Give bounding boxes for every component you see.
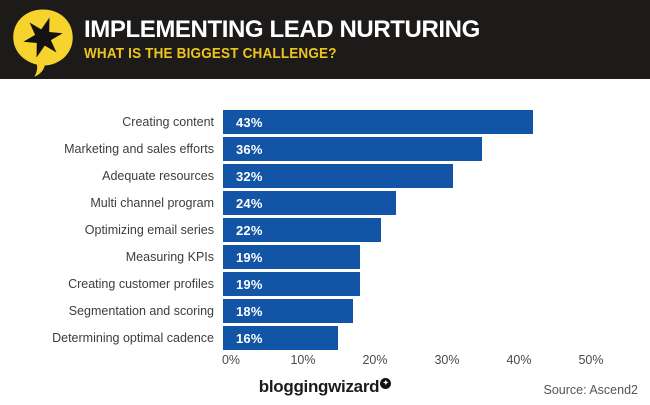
- chart-rows: Creating content 43% Marketing and sales e…: [0, 110, 650, 350]
- chart-row: Measuring KPIs 19%: [0, 245, 650, 269]
- category-label: Optimizing email series: [84, 223, 214, 237]
- bar: 19%: [223, 272, 360, 296]
- bar-track: 43%: [223, 110, 650, 134]
- chart-row: Determining optimal cadence 16%: [0, 326, 650, 350]
- value-label: 19%: [236, 276, 263, 292]
- bar: 36%: [223, 137, 483, 161]
- chart-row: Optimizing email series 22%: [0, 218, 650, 242]
- star-badge-icon: ✦: [380, 378, 392, 390]
- category-label: Segmentation and scoring: [68, 304, 214, 318]
- bar-track: 36%: [223, 137, 650, 161]
- bar: 16%: [223, 326, 339, 350]
- chart-row: Creating content 43%: [0, 110, 650, 134]
- category-label: Creating content: [122, 115, 214, 129]
- value-label: 16%: [236, 330, 263, 346]
- bar-track: 22%: [223, 218, 650, 242]
- footer: bloggingwizard ✦ Source: Ascend2: [0, 375, 650, 405]
- bar: 19%: [223, 245, 360, 269]
- x-axis: 0% 10% 20% 30% 40% 50%: [222, 353, 650, 369]
- chart-row: Segmentation and scoring 18%: [0, 299, 650, 323]
- header-titles: IMPLEMENTING LEAD NURTURING WHAT IS THE …: [84, 16, 480, 62]
- bar: 32%: [223, 164, 454, 188]
- chart-row: Creating customer profiles 19%: [0, 272, 650, 296]
- bar-track: 18%: [223, 299, 650, 323]
- bar: 24%: [223, 191, 396, 215]
- bar-track: 19%: [223, 272, 650, 296]
- value-label: 43%: [236, 114, 263, 130]
- axis-tick-label: 20%: [362, 353, 388, 367]
- star-speech-bubble-icon: [13, 9, 73, 77]
- value-label: 22%: [236, 222, 263, 238]
- value-label: 19%: [236, 249, 263, 265]
- category-label: Measuring KPIs: [125, 250, 214, 264]
- value-label: 24%: [236, 195, 263, 211]
- value-label: 18%: [236, 303, 263, 319]
- brand-text: bloggingwizard: [258, 377, 380, 396]
- value-label: 32%: [236, 168, 263, 184]
- axis-tick-label: 50%: [578, 353, 604, 367]
- value-label: 36%: [236, 141, 263, 157]
- page-subtitle: WHAT IS THE BIGGEST CHALLENGE?: [84, 44, 337, 62]
- source-credit: Source: Ascend2: [543, 383, 638, 397]
- bar-track: 24%: [223, 191, 650, 215]
- brand-logo: bloggingwizard ✦: [0, 377, 650, 397]
- bar: 22%: [223, 218, 382, 242]
- category-label: Creating customer profiles: [68, 277, 214, 291]
- bar-track: 32%: [223, 164, 650, 188]
- chart-row: Multi channel program 24%: [0, 191, 650, 215]
- category-label: Marketing and sales efforts: [64, 142, 214, 156]
- bar-track: 16%: [223, 326, 650, 350]
- bar-chart: Creating content 43% Marketing and sales e…: [0, 110, 650, 369]
- chart-row: Adequate resources 32%: [0, 164, 650, 188]
- star-shape: [23, 17, 63, 57]
- axis-tick-label: 30%: [434, 353, 460, 367]
- page-title: IMPLEMENTING LEAD NURTURING: [84, 15, 480, 43]
- category-label: Adequate resources: [102, 169, 214, 183]
- axis-tick-label: 10%: [290, 353, 316, 367]
- header: IMPLEMENTING LEAD NURTURING WHAT IS THE …: [0, 0, 650, 79]
- bar: 43%: [223, 110, 533, 134]
- chart-row: Marketing and sales efforts 36%: [0, 137, 650, 161]
- category-label: Multi channel program: [90, 196, 214, 210]
- axis-tick-label: 40%: [506, 353, 532, 367]
- bar: 18%: [223, 299, 353, 323]
- bar-track: 19%: [223, 245, 650, 269]
- axis-tick-label: 0%: [221, 353, 241, 367]
- category-label: Determining optimal cadence: [52, 331, 214, 345]
